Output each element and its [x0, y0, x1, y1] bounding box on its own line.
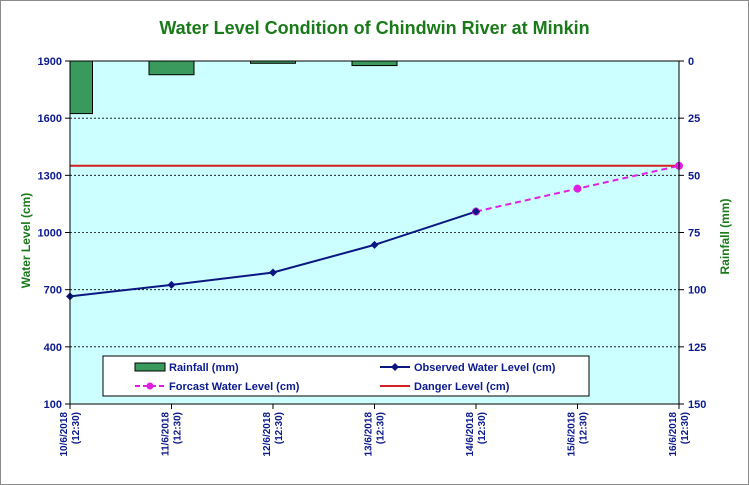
x-tick-time: (12:30)	[579, 412, 590, 444]
y-tick-label: 1600	[38, 113, 62, 125]
y-tick-label: 700	[44, 285, 62, 297]
x-tick-date: 16/6/2018	[668, 412, 679, 457]
x-tick-time: (12:30)	[376, 412, 387, 444]
x-tick-time: (12:30)	[173, 412, 184, 444]
y2-tick-label: 25	[688, 113, 700, 125]
x-tick-time: (12:30)	[477, 412, 488, 444]
legend-swatch-rainfall	[134, 362, 166, 372]
y2-axis-title: Rainfall (mm)	[718, 198, 732, 274]
x-tick-label: 15/6/2018(12:30)	[567, 412, 590, 457]
x-tick-date: 13/6/2018	[364, 412, 375, 457]
y2-tick-label: 100	[688, 285, 706, 297]
legend-label: Danger Level (cm)	[414, 381, 510, 393]
y2-tick-label: 75	[688, 228, 700, 240]
x-tick-date: 15/6/2018	[567, 412, 578, 457]
x-tick-label: 12/6/2018(12:30)	[262, 412, 285, 457]
x-tick-time: (12:30)	[680, 412, 691, 444]
x-tick-label: 14/6/2018(12:30)	[465, 412, 488, 457]
observed-point	[167, 280, 176, 289]
x-tick-label: 16/6/2018(12:30)	[668, 412, 691, 457]
y-tick-label: 1900	[38, 56, 62, 68]
observed-point	[472, 207, 480, 216]
rainfall-bar	[69, 60, 93, 115]
y2-tick-label: 50	[688, 170, 700, 182]
y2-tick-label: 150	[688, 399, 706, 411]
x-tick-time: (12:30)	[274, 412, 285, 444]
x-tick-time: (12:30)	[71, 412, 82, 444]
y-tick-label: 100	[44, 399, 62, 411]
y2-tick-label: 125	[688, 342, 706, 354]
forecast-point	[573, 184, 582, 193]
chart-title: Water Level Condition of Chindwin River …	[159, 18, 590, 38]
y-tick-label: 1300	[38, 170, 62, 182]
legend-box	[102, 355, 590, 397]
legend-marker-forecast	[146, 382, 154, 390]
legend-label: Rainfall (mm)	[169, 362, 239, 374]
legend-label: Observed Water Level (cm)	[414, 362, 556, 374]
x-tick-date: 10/6/2018	[59, 412, 70, 457]
x-tick-date: 14/6/2018	[465, 412, 476, 457]
y2-tick-label: 0	[688, 56, 694, 68]
y-tick-label: 1000	[38, 228, 62, 240]
rainfall-bar	[148, 60, 195, 76]
x-tick-label: 13/6/2018(12:30)	[364, 412, 387, 457]
observed-point	[370, 240, 379, 249]
y-axis-title: Water Level (cm)	[19, 193, 33, 289]
rainfall-bar	[351, 60, 398, 67]
x-tick-date: 11/6/2018	[161, 412, 172, 456]
x-tick-label: 10/6/2018(12:30)	[59, 412, 82, 457]
x-tick-date: 12/6/2018	[262, 412, 273, 457]
legend-label: Forcast Water Level (cm)	[169, 381, 300, 393]
y-tick-label: 400	[44, 342, 62, 354]
x-tick-label: 11/6/2018(12:30)	[161, 412, 184, 456]
observed-point	[269, 268, 277, 277]
legend-marker-observed	[391, 363, 399, 371]
